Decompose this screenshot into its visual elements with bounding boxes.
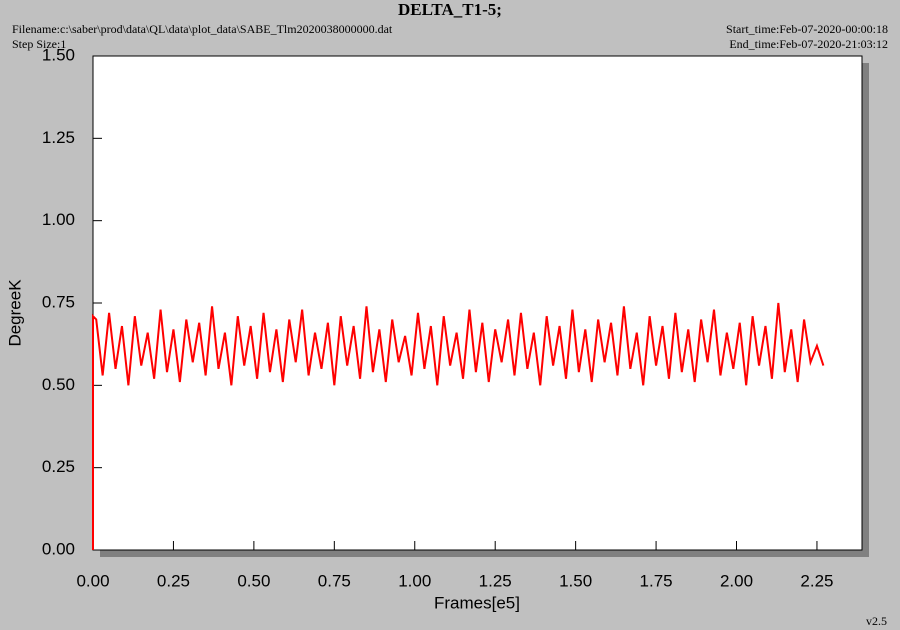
x-tick-label: 2.25 [800, 571, 833, 590]
x-axis-label: Frames[e5] [434, 593, 520, 612]
x-tick-label: 1.00 [398, 571, 431, 590]
y-tick-label: 0.75 [42, 292, 75, 311]
y-tick-label: 0.50 [42, 375, 75, 394]
y-tick-label: 0.00 [42, 539, 75, 558]
y-axis-label: DegreeK [5, 279, 24, 347]
y-tick-label: 0.25 [42, 457, 75, 476]
y-tick-label: 1.50 [42, 45, 75, 64]
y-tick-label: 1.25 [42, 128, 75, 147]
version: v2.5 [866, 614, 887, 628]
x-tick-label: 0.75 [318, 571, 351, 590]
x-tick-label: 1.75 [640, 571, 673, 590]
x-tick-label: 0.25 [157, 571, 190, 590]
step-size: Step Size:1 [12, 37, 66, 51]
x-tick-label: 2.00 [720, 571, 753, 590]
x-tick-label: 0.00 [76, 571, 109, 590]
x-tick-label: 1.25 [479, 571, 512, 590]
chart-title: DELTA_T1-5; [398, 0, 502, 19]
data-line [92, 302, 825, 550]
y-tick-label: 1.00 [42, 210, 75, 229]
plot-area [92, 55, 863, 551]
start-time: Start_time:Feb-07-2020-00:00:18 [726, 22, 888, 36]
x-tick-label: 0.50 [237, 571, 270, 590]
x-tick-label: 1.50 [559, 571, 592, 590]
filename: Filename:c:\saber\prod\data\QL\data\plot… [12, 22, 393, 36]
end-time: End_time:Feb-07-2020-21:03:12 [729, 37, 888, 51]
